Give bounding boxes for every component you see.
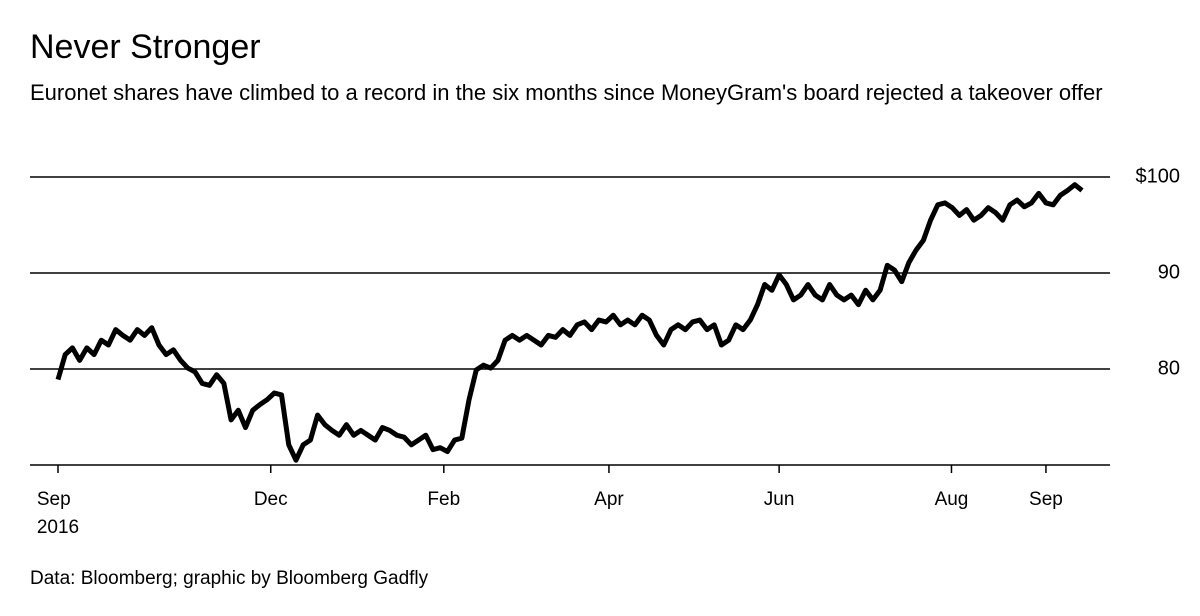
x-tick-label: Dec [253,489,288,510]
y-tick-label: $100 [1136,165,1181,187]
x-tick-label: Jun [763,489,795,510]
source-note: Data: Bloomberg; graphic by Bloomberg Ga… [30,568,429,589]
price-line [55,182,1084,463]
chart-title: Never Stronger [30,28,261,66]
chart-subtitle: Euronet shares have climbed to a record … [30,80,1103,105]
x-tick-label: Apr [594,489,624,510]
x-tick-label: Feb [427,489,461,510]
x-tick-label: Sep 2016 [36,489,80,538]
x-tick-label: Sep [1029,489,1063,510]
y-tick-label: 80 [1158,357,1180,379]
y-tick-label: 90 [1158,261,1180,283]
x-tick-label: Aug [934,489,969,510]
